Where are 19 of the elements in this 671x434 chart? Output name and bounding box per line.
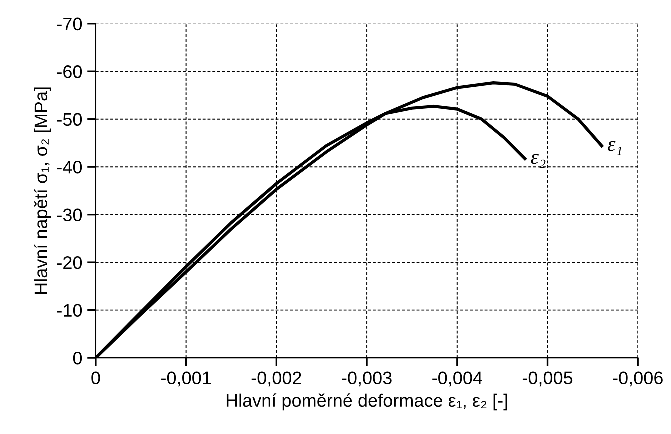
y-tick-label: -70	[57, 18, 82, 31]
y-tick-label: 0	[73, 352, 82, 365]
x-tick-label: -0,002	[252, 372, 302, 387]
y-tick-label: -10	[57, 304, 82, 318]
y-axis-title: Hlavní napětí σ₁, σ₂ [MPa]	[34, 88, 52, 294]
x-tick-label: 0	[92, 372, 100, 385]
x-tick-label: -0,005	[522, 372, 573, 387]
y-tick-label: -40	[57, 161, 82, 174]
x-tick-label: -0,003	[342, 372, 392, 387]
x-tick-label: -0,004	[432, 372, 482, 387]
series-label: ε₂	[531, 154, 546, 168]
y-tick-label: -20	[57, 256, 82, 270]
y-tick-label: -50	[57, 113, 82, 126]
y-tick-label: -60	[57, 66, 82, 78]
series-label: ε₁	[608, 141, 622, 156]
x-tick-label: -0,001	[162, 372, 212, 387]
y-tick-label: -30	[57, 208, 82, 222]
x-tick-label: -0,006	[613, 372, 663, 387]
x-axis-title: Hlavní poměrné deformace ε₁, ε₂ [-]	[226, 394, 508, 411]
